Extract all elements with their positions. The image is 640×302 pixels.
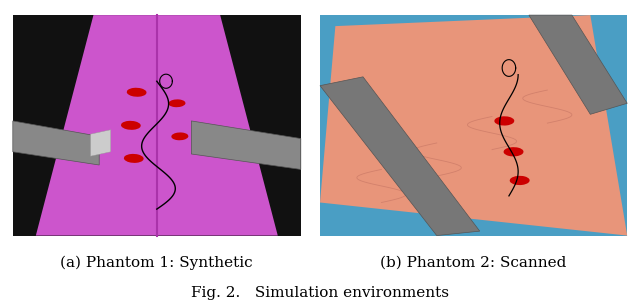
Polygon shape [320,15,627,236]
Polygon shape [36,15,278,236]
Bar [320,15,627,236]
Text: Fig. 2.   Simulation environments: Fig. 2. Simulation environments [191,286,449,300]
Bar [13,15,301,236]
Polygon shape [91,130,111,156]
Ellipse shape [124,154,143,163]
Ellipse shape [168,99,186,107]
Polygon shape [529,15,627,114]
Text: (a) Phantom 1: Synthetic: (a) Phantom 1: Synthetic [61,255,253,270]
Polygon shape [320,77,480,236]
Ellipse shape [509,176,530,185]
Polygon shape [191,121,301,169]
Ellipse shape [172,133,188,140]
Ellipse shape [504,147,524,156]
Text: (b) Phantom 2: Scanned: (b) Phantom 2: Scanned [380,256,567,270]
Ellipse shape [121,121,141,130]
Ellipse shape [127,88,147,97]
Ellipse shape [494,116,515,126]
Polygon shape [13,121,99,165]
